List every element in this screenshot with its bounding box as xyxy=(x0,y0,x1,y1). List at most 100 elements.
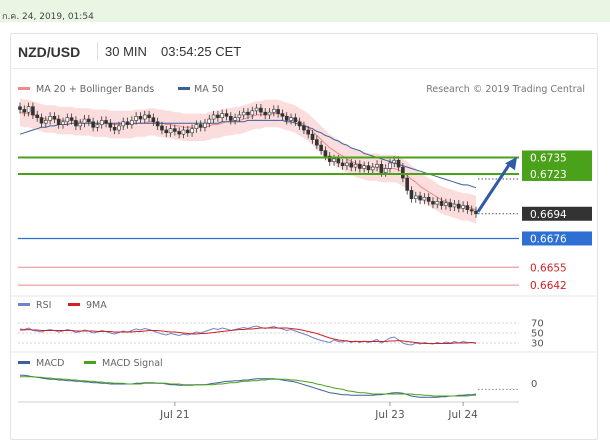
candle-body xyxy=(444,202,448,206)
candle-body xyxy=(35,114,40,118)
candle-body xyxy=(413,195,418,199)
candle-body xyxy=(461,205,465,209)
candle-body xyxy=(56,118,61,125)
current-price-box xyxy=(522,206,592,221)
rsi-tick-label: 30 xyxy=(531,339,544,350)
resistance-label: 0.6735 xyxy=(530,152,567,164)
candle-body xyxy=(95,124,100,128)
candle-body xyxy=(474,210,478,215)
candle-body xyxy=(112,126,117,131)
candle-body xyxy=(267,111,272,116)
candle-body xyxy=(439,201,444,206)
candle-body xyxy=(323,150,328,157)
candle-body xyxy=(155,121,160,127)
candle-body xyxy=(52,116,57,120)
rsi-tick-label: 50 xyxy=(531,329,544,340)
candle-body xyxy=(78,122,83,127)
candle-body xyxy=(370,166,375,171)
candle-body xyxy=(104,120,108,124)
candle-body xyxy=(125,121,130,125)
candle-body xyxy=(456,203,461,209)
candle-body xyxy=(237,114,242,118)
candle-body xyxy=(138,116,143,120)
candle-body xyxy=(233,117,237,121)
current-price-label: 0.6694 xyxy=(530,209,567,221)
candle-body xyxy=(349,162,354,168)
candle-body xyxy=(246,111,250,116)
candle-body xyxy=(435,201,440,205)
candle-body xyxy=(91,121,95,128)
candle-body xyxy=(259,107,263,113)
candle-body xyxy=(388,162,392,169)
candle-body xyxy=(228,116,233,121)
candle-body xyxy=(18,106,22,110)
candle-body xyxy=(353,164,358,168)
candle-body xyxy=(99,120,104,125)
candle-body xyxy=(151,117,156,123)
candle-body xyxy=(220,113,224,118)
candle-body xyxy=(297,121,302,127)
forecast-arrow-head xyxy=(505,156,517,171)
x-tick-label: Jul 24 xyxy=(447,409,478,421)
candle-body xyxy=(263,111,268,116)
candle-body xyxy=(74,120,78,127)
candle-body xyxy=(431,201,435,205)
candle-body xyxy=(284,116,289,121)
candle-body xyxy=(254,107,259,112)
candle-body xyxy=(362,165,366,169)
symbol-label: NZD/USD xyxy=(18,44,81,60)
macd-signal-line xyxy=(20,376,476,397)
candle-body xyxy=(383,168,388,173)
candle-body xyxy=(465,205,470,210)
chart-header: NZD/USD 30 MIN 03:54:25 CET xyxy=(11,34,597,69)
pivot-label: 0.6676 xyxy=(530,233,567,245)
candle-body xyxy=(302,125,306,131)
candle-body xyxy=(241,111,246,116)
legend-swatch xyxy=(18,361,30,364)
candle-body xyxy=(198,124,203,128)
candle-body xyxy=(405,177,409,191)
rsi-ma-line xyxy=(20,327,477,344)
candle-body xyxy=(108,122,113,128)
candle-body xyxy=(293,117,298,123)
candle-body xyxy=(194,124,199,129)
top-bar: ก.ค. 24, 2019, 01:54 xyxy=(0,0,610,22)
x-tick-label: Jul 21 xyxy=(159,409,189,421)
candle-body xyxy=(87,118,91,123)
legend-label: MACD xyxy=(36,358,64,369)
legend-swatch xyxy=(68,303,80,306)
candle-body xyxy=(142,114,147,120)
candle-body xyxy=(289,117,293,121)
candle-body xyxy=(392,159,397,164)
candle-body xyxy=(276,109,280,114)
candle-body xyxy=(44,120,48,124)
candle-body xyxy=(422,196,427,201)
candle-body xyxy=(177,131,181,135)
candle-body xyxy=(409,190,414,199)
header-divider xyxy=(97,42,98,60)
candle-body xyxy=(164,129,169,134)
timeframe-selector[interactable]: 30 MIN xyxy=(105,44,147,59)
candle-body xyxy=(469,209,474,212)
support-label: 0.6655 xyxy=(530,262,567,274)
rsi-tick-label: 70 xyxy=(531,319,544,330)
candle-body xyxy=(396,159,401,168)
candle-body xyxy=(31,106,35,116)
candle-body xyxy=(340,162,345,167)
candle-body xyxy=(319,144,323,151)
macd-tick-label: 0 xyxy=(531,379,537,390)
candle-body xyxy=(69,117,74,121)
legend-label: MACD Signal xyxy=(102,358,163,369)
candle-body xyxy=(121,121,126,127)
macd-line xyxy=(20,374,477,398)
clock-label: 03:54:25 CET xyxy=(161,44,242,59)
candle-body xyxy=(327,155,332,162)
legend-swatch xyxy=(18,303,30,306)
resistance-label-box xyxy=(522,150,592,181)
candle-body xyxy=(272,109,276,113)
candle-body xyxy=(280,113,285,117)
candle-body xyxy=(61,121,65,125)
candle-body xyxy=(448,202,452,208)
candle-body xyxy=(190,128,194,134)
